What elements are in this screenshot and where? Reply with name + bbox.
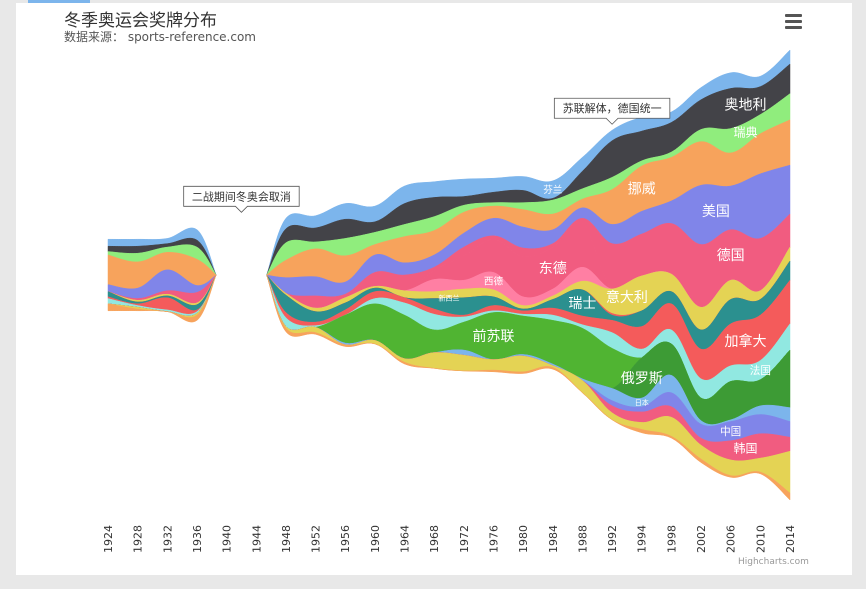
stream-label-西德: 西德 <box>484 275 504 287</box>
stream-label-俄罗斯: 俄罗斯 <box>621 371 663 387</box>
context-menu-icon[interactable] <box>782 11 806 33</box>
stream-label-美国: 美国 <box>702 204 730 220</box>
stream-label-芬兰: 芬兰 <box>543 184 563 196</box>
stream-label-韩国: 韩国 <box>734 440 758 455</box>
x-tick-label-1956: 1956 <box>339 525 352 553</box>
x-tick-label-1964: 1964 <box>399 525 412 553</box>
x-tick-label-1998: 1998 <box>665 525 678 553</box>
x-tick-label-1976: 1976 <box>487 525 500 553</box>
top-bar-accent <box>28 0 90 3</box>
credits-link[interactable]: Highcharts.com <box>738 557 809 567</box>
x-tick-label-1980: 1980 <box>517 525 530 553</box>
stream-label-瑞士: 瑞士 <box>568 296 596 312</box>
x-tick-label-1952: 1952 <box>310 525 323 553</box>
x-tick-label-1972: 1972 <box>458 525 471 553</box>
stream-series-group <box>107 49 791 501</box>
x-tick-label-1932: 1932 <box>161 525 174 553</box>
x-tick-label-2010: 2010 <box>754 525 767 553</box>
annotation-text: 苏联解体，德国统一 <box>563 101 662 115</box>
stream-英国[interactable] <box>107 274 791 501</box>
annotation-callout: 二战期间冬奥会取消 <box>183 185 300 213</box>
x-tick-label-2002: 2002 <box>695 525 708 553</box>
annotation-callout: 苏联解体，德国统一 <box>553 97 671 125</box>
x-tick-label-1924: 1924 <box>102 525 115 553</box>
x-tick-label-1944: 1944 <box>250 525 263 553</box>
x-tick-label-1992: 1992 <box>606 525 619 553</box>
chart-title: 冬季奥运会奖牌分布 <box>64 11 217 31</box>
x-tick-label-2014: 2014 <box>784 525 797 553</box>
x-tick-label-1940: 1940 <box>221 525 234 553</box>
x-tick-label-1984: 1984 <box>547 525 560 553</box>
x-tick-label-1988: 1988 <box>576 525 589 553</box>
x-tick-label-1960: 1960 <box>369 525 382 553</box>
stream-label-新西兰: 新西兰 <box>439 294 460 303</box>
x-tick-label-1948: 1948 <box>280 525 293 553</box>
x-tick-label-1968: 1968 <box>428 525 441 553</box>
stream-label-瑞典: 瑞典 <box>734 126 758 140</box>
stream-label-法国: 法国 <box>750 364 771 377</box>
x-axis: 1924 1928 1932 1936 1940 1944 1948 1952 1956 1960… <box>102 525 797 553</box>
chart-subtitle: 数据来源： sports-reference.com <box>64 30 256 44</box>
stream-label-意大利: 意大利 <box>606 289 648 306</box>
stream-label-加拿大: 加拿大 <box>725 333 767 350</box>
stream-label-前苏联: 前苏联 <box>472 328 514 345</box>
stream-label-德国: 德国 <box>717 248 745 264</box>
x-tick-label-1994: 1994 <box>636 525 649 553</box>
annotations-group: 二战期间冬奥会取消 苏联解体，德国统一 <box>183 97 671 213</box>
x-tick-label-2006: 2006 <box>725 525 738 553</box>
stream-label-挪威: 挪威 <box>628 182 656 198</box>
stream-label-中国: 中国 <box>720 425 741 438</box>
x-tick-label-1936: 1936 <box>191 525 204 553</box>
annotation-text: 二战期间冬奥会取消 <box>192 189 291 203</box>
x-tick-label-1928: 1928 <box>132 525 145 553</box>
top-bar <box>0 0 866 4</box>
stream-label-奥地利: 奥地利 <box>725 96 767 113</box>
stream-label-东德: 东德 <box>539 261 567 277</box>
stream-label-日本: 日本 <box>635 398 649 407</box>
